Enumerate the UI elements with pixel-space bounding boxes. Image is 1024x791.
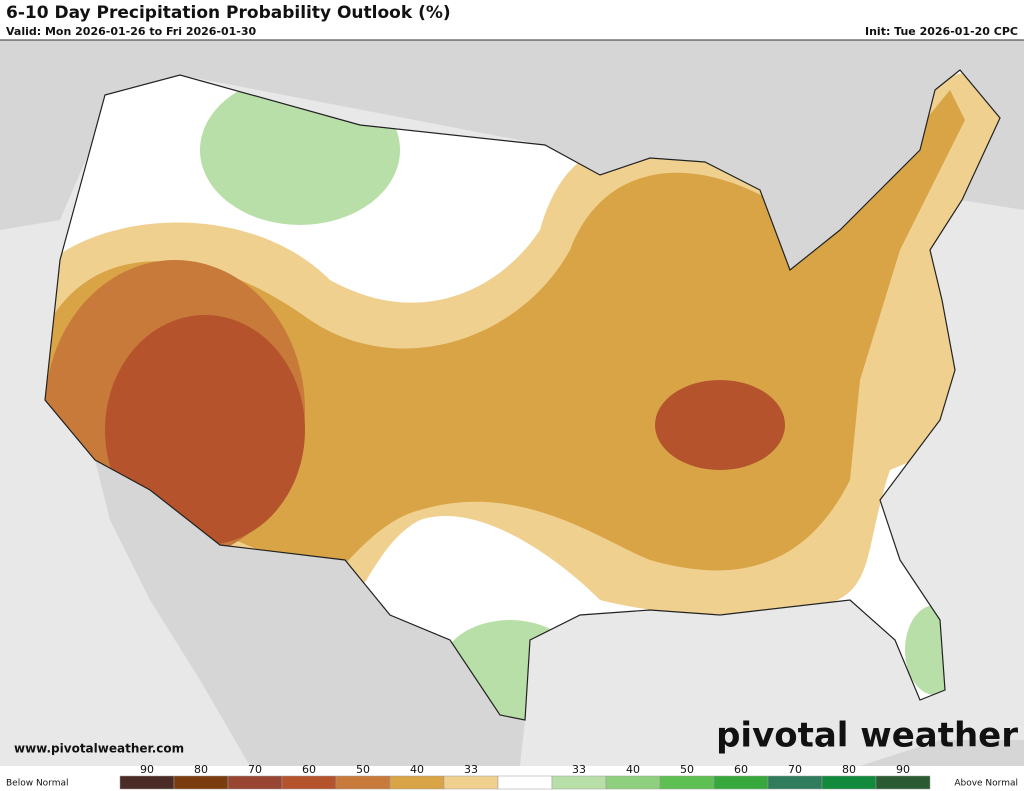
legend-swatch	[713, 775, 769, 790]
header	[0, 0, 1024, 40]
legend-label: 70	[248, 763, 262, 776]
below-60-east	[655, 380, 785, 470]
legend-swatch	[497, 775, 553, 790]
legend-swatch	[227, 775, 283, 790]
legend-label: 60	[302, 763, 316, 776]
below-normal-label: Below Normal	[6, 779, 69, 789]
legend-swatch	[119, 775, 175, 790]
legend-swatch	[821, 775, 877, 790]
legend-swatch	[281, 775, 337, 790]
below-60-west	[105, 315, 305, 545]
legend-label: 50	[680, 763, 694, 776]
legend-label: 40	[410, 763, 424, 776]
legend-label: 33	[572, 763, 586, 776]
legend-label: 33	[464, 763, 478, 776]
legend-swatch	[767, 775, 823, 790]
legend-label: 60	[734, 763, 748, 776]
title: 6-10 Day Precipitation Probability Outlo…	[6, 3, 451, 23]
init-time: Init: Tue 2026-01-20 CPC	[865, 25, 1018, 38]
legend-label: 50	[356, 763, 370, 776]
legend-label: 80	[842, 763, 856, 776]
legend-swatch	[605, 775, 661, 790]
legend-swatch	[389, 775, 445, 790]
website: www.pivotalweather.com	[14, 742, 184, 756]
legend-label: 80	[194, 763, 208, 776]
caribbean	[860, 740, 1024, 766]
legend-swatch	[875, 775, 931, 790]
canada	[0, 40, 1024, 270]
legend-swatch	[173, 775, 229, 790]
above-normal-label: Above Normal	[954, 779, 1018, 789]
mexico	[95, 460, 525, 766]
legend-swatch	[443, 775, 499, 790]
legend-label: 90	[896, 763, 910, 776]
legend-swatch	[659, 775, 715, 790]
legend-label: 40	[626, 763, 640, 776]
legend-label: 90	[140, 763, 154, 776]
valid-time: Valid: Mon 2026-01-26 to Fri 2026-01-30	[6, 25, 257, 38]
legend-label: 70	[788, 763, 802, 776]
legend-swatch	[335, 775, 391, 790]
logo: pivotal weather	[716, 716, 1018, 756]
legend: Below Normal Above Normal 90 80 70 60 50 40 33…	[6, 763, 1018, 790]
legend-swatch	[551, 775, 607, 790]
